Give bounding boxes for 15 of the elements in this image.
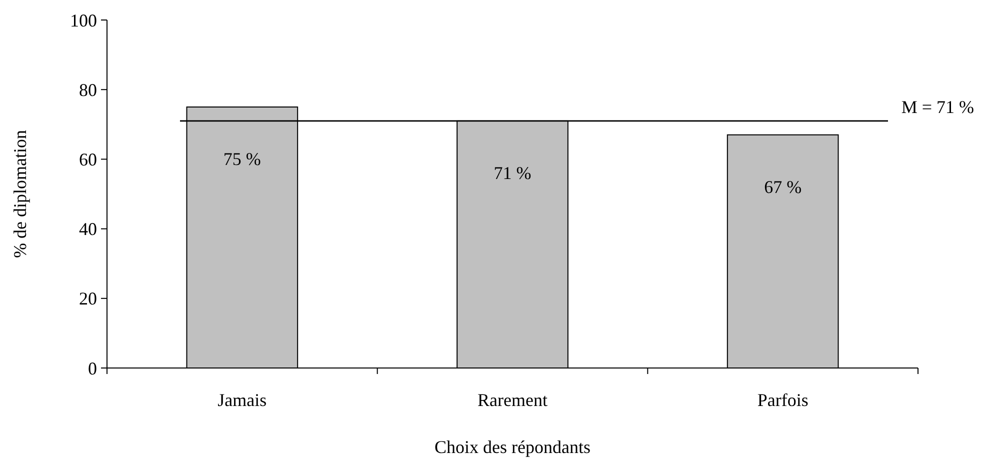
data-label: 71 %	[494, 162, 532, 183]
x-tick-label: Jamais	[218, 390, 267, 410]
ref-line-label: M = 71 %	[901, 96, 974, 117]
y-tick-label: 60	[79, 150, 97, 170]
y-tick-label: 20	[79, 288, 97, 309]
y-tick-label: 40	[79, 219, 97, 240]
y-tick-label: 0	[88, 358, 97, 378]
data-label: 75 %	[223, 149, 261, 169]
x-axis-title: Choix des répondants	[434, 437, 590, 457]
x-tick-label: Rarement	[478, 390, 548, 410]
y-tick-label: 80	[79, 80, 97, 100]
data-label: 67 %	[764, 176, 802, 197]
y-axis-title: % de diplomation	[10, 130, 30, 258]
y-tick-label: 100	[70, 10, 97, 30]
x-tick-label: Parfois	[757, 390, 808, 410]
